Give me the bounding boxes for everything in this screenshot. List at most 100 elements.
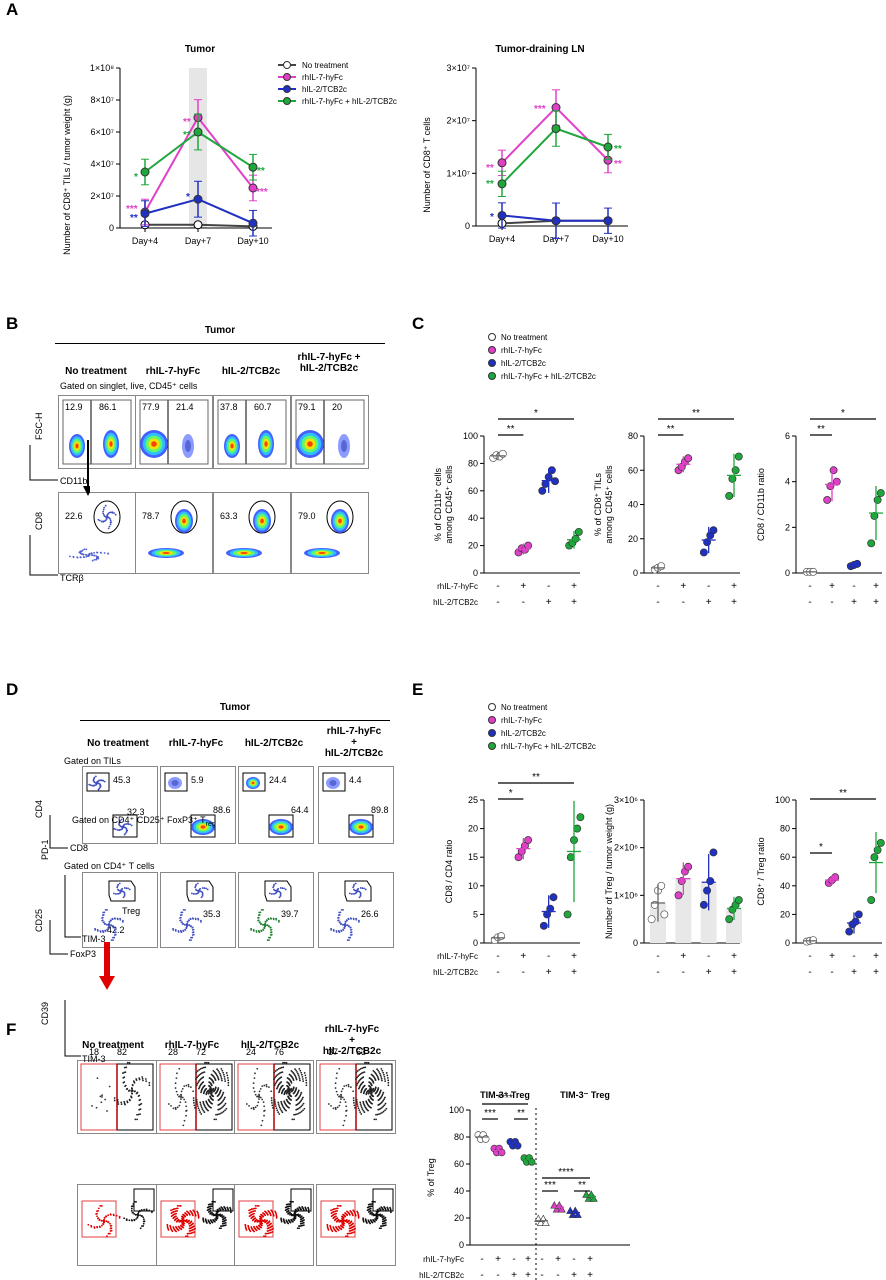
event-dot	[363, 1111, 366, 1114]
event-dot	[196, 1101, 198, 1103]
event-dot	[107, 1221, 110, 1223]
y-tick-label: 100	[463, 431, 478, 441]
event-dot	[360, 1072, 363, 1075]
event-dot	[330, 1212, 333, 1215]
event-dot	[91, 554, 94, 556]
event-dot	[123, 893, 126, 896]
gate-tim3neg	[80, 1063, 118, 1131]
event-dot	[177, 1229, 180, 1232]
event-dot	[107, 927, 110, 930]
population-blob	[185, 440, 191, 452]
event-dot	[208, 1077, 211, 1079]
event-dot	[224, 1102, 227, 1105]
x-tick-label: Day+10	[592, 234, 623, 244]
event-dot	[211, 1200, 214, 1203]
event-dot	[125, 1088, 128, 1091]
event-dot	[118, 892, 121, 895]
y-tick-label: 8×10⁷	[90, 95, 114, 105]
event-dot	[88, 783, 91, 786]
event-dot	[131, 1092, 133, 1095]
panel-label-b: B	[6, 314, 19, 333]
event-dot	[225, 1072, 228, 1074]
event-dot	[376, 1208, 379, 1211]
event-dot	[366, 1209, 369, 1212]
event-dot	[199, 1073, 202, 1075]
data-point	[538, 486, 547, 495]
event-dot	[100, 520, 103, 523]
population-blob	[341, 440, 347, 452]
event-dot	[295, 1077, 298, 1080]
event-dot	[338, 1095, 340, 1098]
data-point	[734, 452, 743, 461]
event-dot	[375, 1210, 378, 1213]
event-dot	[189, 917, 192, 920]
event-dot	[349, 936, 352, 939]
event-dot	[97, 788, 100, 791]
event-dot	[330, 1215, 333, 1218]
event-dot	[382, 1071, 385, 1074]
y-tick-label: 4×10⁷	[90, 159, 114, 169]
event-dot	[258, 1215, 261, 1218]
event-dot	[357, 1217, 360, 1219]
event-dot	[110, 1224, 113, 1227]
f-percent-right: 82	[117, 1047, 128, 1057]
gate-cd4	[242, 772, 266, 792]
event-dot	[353, 1225, 355, 1227]
significance-star: **	[839, 788, 847, 799]
event-dot	[104, 515, 107, 518]
event-dot	[186, 925, 188, 928]
event-dot	[383, 1075, 386, 1078]
event-dot	[298, 1076, 301, 1078]
event-dot	[343, 1222, 346, 1225]
event-dot	[148, 1209, 151, 1212]
event-dot	[253, 1230, 256, 1233]
event-dot	[196, 1103, 199, 1105]
event-dot	[389, 1206, 391, 1209]
event-dot	[118, 1215, 121, 1218]
event-dot	[285, 1211, 288, 1213]
significance-star: **	[507, 424, 515, 435]
event-dot	[180, 1228, 183, 1231]
b-axis-arrows	[29, 440, 90, 576]
event-dot	[224, 1224, 227, 1227]
event-dot	[195, 1078, 197, 1081]
event-dot	[254, 1106, 257, 1109]
gate	[217, 399, 287, 465]
event-dot	[116, 829, 119, 831]
event-dot	[254, 1093, 257, 1096]
event-dot	[132, 1203, 135, 1205]
y-tick-label: 25	[468, 795, 478, 805]
event-dot	[336, 1204, 339, 1207]
event-dot	[196, 1105, 199, 1108]
event-dot	[302, 1096, 304, 1099]
event-dot	[285, 1061, 288, 1064]
y-tick-label: 5	[473, 909, 478, 919]
event-dot	[256, 1204, 259, 1207]
event-dot	[110, 1227, 113, 1230]
sign: +	[731, 951, 737, 962]
event-dot	[126, 829, 129, 832]
facs-plot: 4.489.8	[322, 772, 389, 838]
event-dot	[108, 511, 111, 514]
event-dot	[196, 892, 199, 895]
row-label: rhIL-7-hyFc	[437, 582, 478, 591]
panel-label-d: D	[6, 680, 19, 699]
event-dot	[372, 1070, 375, 1072]
event-dot	[181, 1096, 184, 1099]
event-dot	[358, 1109, 361, 1112]
ln-title: Tumor-draining LN	[495, 44, 584, 55]
event-dot	[364, 1061, 366, 1064]
event-dot	[102, 1223, 105, 1226]
event-dot	[294, 1217, 297, 1220]
event-dot	[179, 914, 182, 917]
event-dot	[245, 1229, 248, 1231]
significance-star: ***	[484, 1108, 496, 1119]
event-dot	[261, 1219, 264, 1222]
event-dot	[101, 919, 104, 922]
event-dot	[358, 1086, 361, 1089]
event-dot	[222, 1091, 225, 1094]
event-dot	[347, 917, 350, 920]
event-dot	[343, 1085, 346, 1088]
event-dot	[275, 1107, 278, 1110]
y-tick-label: 40	[628, 500, 638, 510]
